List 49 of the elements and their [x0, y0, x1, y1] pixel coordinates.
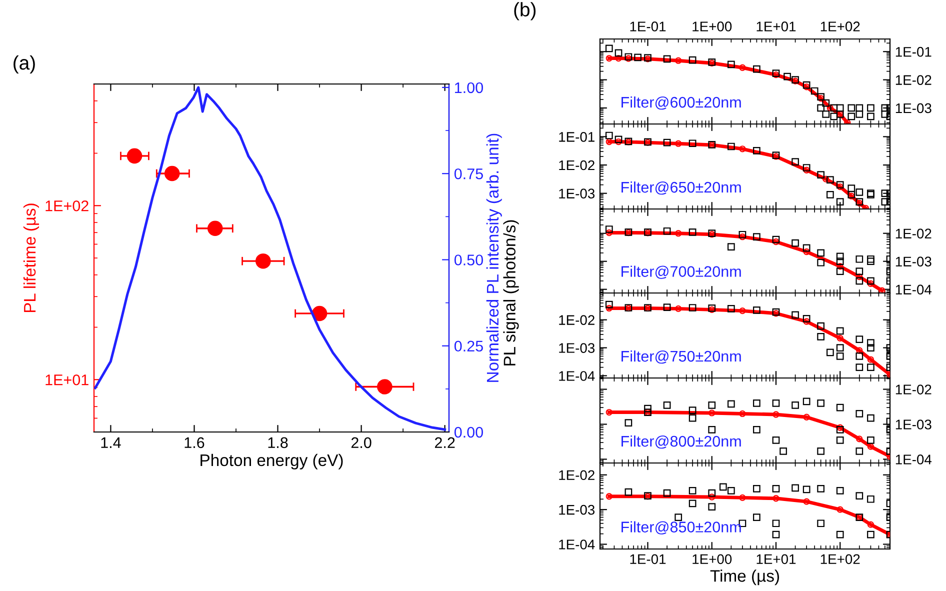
x-tick-label: 1E-01 [630, 554, 666, 564]
x-tick-label: 1E-01 [630, 22, 666, 32]
y-tick-label: 1E-01 [559, 132, 594, 142]
y2-tick-label: 0.75 [454, 168, 483, 180]
x-tick-label: 2.0 [351, 437, 372, 448]
x-tick-label: 2.2 [434, 437, 455, 448]
y2-tick-label: 0.00 [454, 426, 483, 438]
y-tick-label: 1E-02 [559, 470, 594, 480]
x-tick-label: 1E+02 [820, 22, 860, 32]
y-tick-label: 1E-01 [896, 46, 932, 57]
x-tick-label: 1E+00 [692, 22, 732, 32]
y-axis-title: PL lifetime (µs) [23, 204, 39, 312]
x-axis-title: Photon energy (eV) [200, 454, 343, 470]
y-axis-title: PL signal (photon/s) [503, 220, 519, 366]
y2-tick-label: 0.25 [454, 340, 483, 352]
y-tick-label: 1E-02 [896, 75, 932, 85]
annotation: Filter@750±20nm [622, 350, 741, 364]
y-tick-label: 1E-02 [559, 315, 594, 325]
y2-axis-title: Normalized PL intensity (arb. unit) [486, 134, 502, 382]
y-tick-label: 1E-03 [559, 343, 595, 353]
y-tick-label: 1E-03 [896, 256, 932, 267]
annotation: Filter@700±20nm [622, 266, 741, 279]
y-tick-label: 1E-04 [896, 454, 932, 464]
y-tick-label: 1E-03 [559, 188, 595, 199]
chart-title: (a) [14, 55, 35, 74]
y-tick-label: 1E-03 [896, 103, 932, 114]
x-tick-label: 1E+00 [692, 554, 732, 564]
y-tick-label: 1E-04 [559, 540, 595, 550]
x-tick-label: 1.4 [101, 437, 121, 448]
y2-tick-label: 0.50 [454, 254, 483, 266]
y-tick-label: 1E-02 [896, 228, 932, 239]
y-tick-label: 1E-02 [559, 160, 594, 170]
y-tick-label: 1E-03 [896, 420, 932, 430]
x-tick-label: 1E+01 [756, 554, 796, 564]
y-tick-label: 1E-04 [896, 284, 932, 295]
annotation: Filter@800±20nm [622, 435, 741, 449]
annotation: Filter@600±20nm [622, 96, 741, 110]
x-axis-title: Time (µs) [710, 570, 780, 586]
chart-title: (b) [514, 2, 536, 20]
x-tick-label: 1E+02 [820, 554, 860, 564]
annotation: Filter@850±20nm [622, 521, 741, 534]
x-tick-label: 1E+01 [756, 22, 796, 32]
x-tick-label: 1.8 [268, 437, 288, 448]
x-tick-label: 1.6 [184, 437, 204, 448]
annotation: Filter@650±20nm [622, 181, 741, 195]
y-tick-label: 1E-02 [896, 384, 932, 394]
y2-tick-label: 1.00 [455, 82, 483, 94]
y-tick-label: 1E-04 [559, 371, 595, 381]
y-tick-label: 1E-03 [559, 504, 595, 515]
